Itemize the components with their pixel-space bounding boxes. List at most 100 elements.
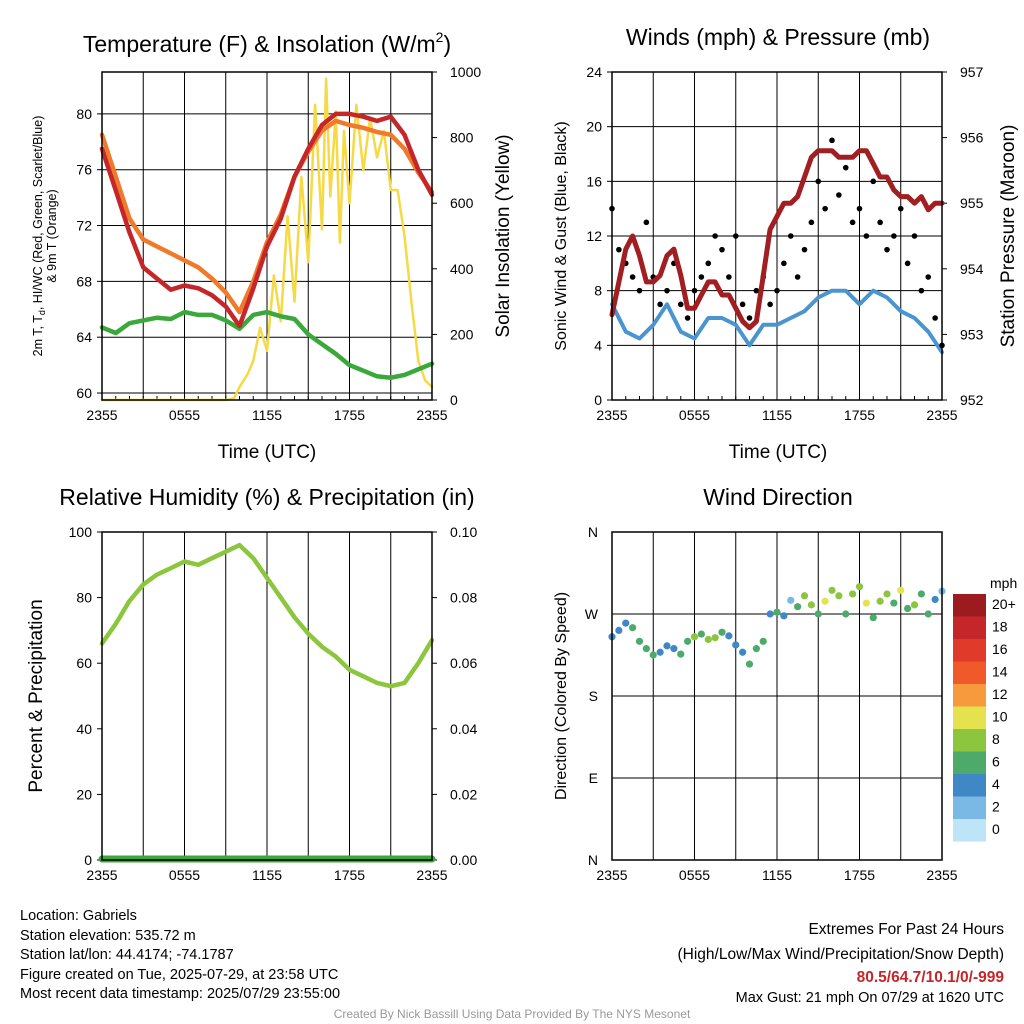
direction-point	[876, 597, 884, 605]
legend-swatch	[953, 639, 986, 662]
x-tick-label: 0555	[679, 407, 710, 423]
legend-label: 0	[992, 821, 1000, 837]
temperature-panel-title: Temperature (F) & Insolation (W/m2)	[83, 29, 451, 57]
y-right-tick-label: 0.02	[450, 786, 477, 802]
y-right-tick-label: 0.06	[450, 655, 477, 671]
gust-point	[925, 274, 932, 280]
gust-point	[746, 315, 753, 321]
direction-point	[704, 635, 712, 644]
direction-point	[869, 614, 877, 622]
gust-point	[698, 274, 705, 280]
gust-point	[870, 178, 877, 185]
legend-swatch	[953, 819, 986, 842]
direction-point	[663, 642, 671, 650]
location-text: Location: Gabriels	[20, 908, 137, 924]
gust-point	[891, 233, 897, 239]
x-tick-label: 2355	[926, 407, 957, 423]
x-tick-label: 2355	[86, 407, 117, 423]
direction-point	[842, 610, 850, 618]
y-tick-label: N	[588, 852, 598, 868]
legend-label: 20+	[992, 596, 1016, 612]
gust-point	[719, 246, 725, 253]
gust-point	[904, 260, 911, 267]
y-tick-label: 100	[69, 524, 93, 540]
y-tick-label: 16	[586, 173, 602, 189]
direction-point	[752, 645, 760, 653]
y-right-tick-label: 954	[960, 261, 984, 277]
elevation-text: Station elevation: 535.72 m	[20, 927, 196, 944]
gust-point	[897, 205, 904, 212]
humidity-chart: 2355 0555 1155 1755 23550204060801000.000.02…	[69, 524, 478, 883]
direction-point	[745, 660, 754, 668]
gust-point	[815, 178, 822, 185]
dewpoint-line	[99, 309, 435, 380]
legend-swatch	[953, 796, 986, 819]
y-tick-label: 64	[76, 329, 92, 345]
legend-swatch	[953, 594, 986, 617]
temperature-title-superscript: 2	[436, 29, 444, 45]
gust-point	[616, 246, 622, 253]
direction-point	[629, 624, 637, 632]
y-tick-label: 12	[586, 228, 602, 244]
x-tick-label: 2355	[86, 867, 117, 883]
y-right-tick-label: 200	[450, 326, 474, 342]
winds-ylabel-left: Sonic Wind & Gust (Blue, Black)	[553, 121, 570, 350]
y-tick-label: N	[588, 524, 598, 540]
speed-color-legend: mph 20+ 18 16 14 12 10 8 6 4 2 0	[953, 575, 1017, 842]
gust-point	[877, 219, 883, 226]
x-tick-label: 2355	[416, 867, 447, 883]
legend-label: 12	[992, 686, 1008, 702]
station-info: Location: Gabriels Station elevation: 53…	[20, 907, 340, 1005]
temperature-chart: 2355 0555 1155 1755 235560646872768002004006…	[76, 64, 481, 423]
legend-swatch	[953, 751, 986, 774]
temperature-2m-line	[99, 111, 435, 329]
x-tick-label: 1755	[334, 867, 365, 883]
legend-label: 8	[992, 731, 1000, 747]
gust-point	[712, 233, 718, 239]
gust-point	[726, 274, 732, 280]
gust-point	[884, 246, 890, 253]
direction-point	[766, 610, 774, 618]
winds-xlabel: Time (UTC)	[729, 442, 828, 463]
x-tick-label: 1755	[334, 407, 365, 423]
x-tick-label: 1155	[762, 867, 792, 883]
sonic-wind-line	[610, 288, 944, 355]
humidity-ylabel: Percent & Precipitation	[26, 599, 47, 792]
gust-point	[863, 233, 870, 239]
y-right-tick-label: 952	[960, 392, 984, 408]
legend-label: 10	[992, 709, 1008, 725]
gust-point	[808, 219, 815, 226]
x-tick-label: 0555	[679, 867, 710, 883]
y-right-tick-label: 955	[960, 195, 984, 211]
direction-point	[615, 626, 623, 635]
direction-point	[904, 604, 912, 613]
direction-point	[684, 637, 692, 645]
direction-point	[814, 610, 822, 618]
direction-point	[897, 586, 905, 594]
y-tick-label: 40	[76, 721, 92, 737]
direction-point	[656, 648, 664, 656]
direction-point	[635, 637, 644, 645]
y-tick-label: 24	[586, 64, 602, 80]
legend-swatch	[953, 729, 986, 752]
x-tick-label: 1155	[252, 407, 282, 423]
y-tick-label: 20	[586, 119, 602, 135]
plot-frame	[101, 71, 433, 401]
insolation-line	[100, 77, 434, 402]
y-tick-label: 80	[76, 590, 92, 606]
direction-point	[690, 633, 699, 641]
x-tick-label: 1155	[252, 867, 282, 883]
gust-point	[767, 301, 773, 308]
gust-point	[643, 219, 650, 226]
humidity-panel-title: Relative Humidity (%) & Precipitation (i…	[59, 484, 474, 510]
x-tick-label: 1755	[844, 407, 875, 423]
x-tick-label: 1155	[762, 407, 792, 423]
winds-chart: 2355 0555 1155 1755 235504812162024952953954…	[586, 64, 983, 423]
temperature-xlabel: Time (UTC)	[218, 442, 317, 463]
direction-point	[787, 596, 795, 604]
y-tick-label: 80	[76, 106, 92, 122]
plot-frame	[101, 531, 433, 861]
legend-label: 18	[992, 619, 1008, 635]
gust-point	[684, 315, 691, 321]
